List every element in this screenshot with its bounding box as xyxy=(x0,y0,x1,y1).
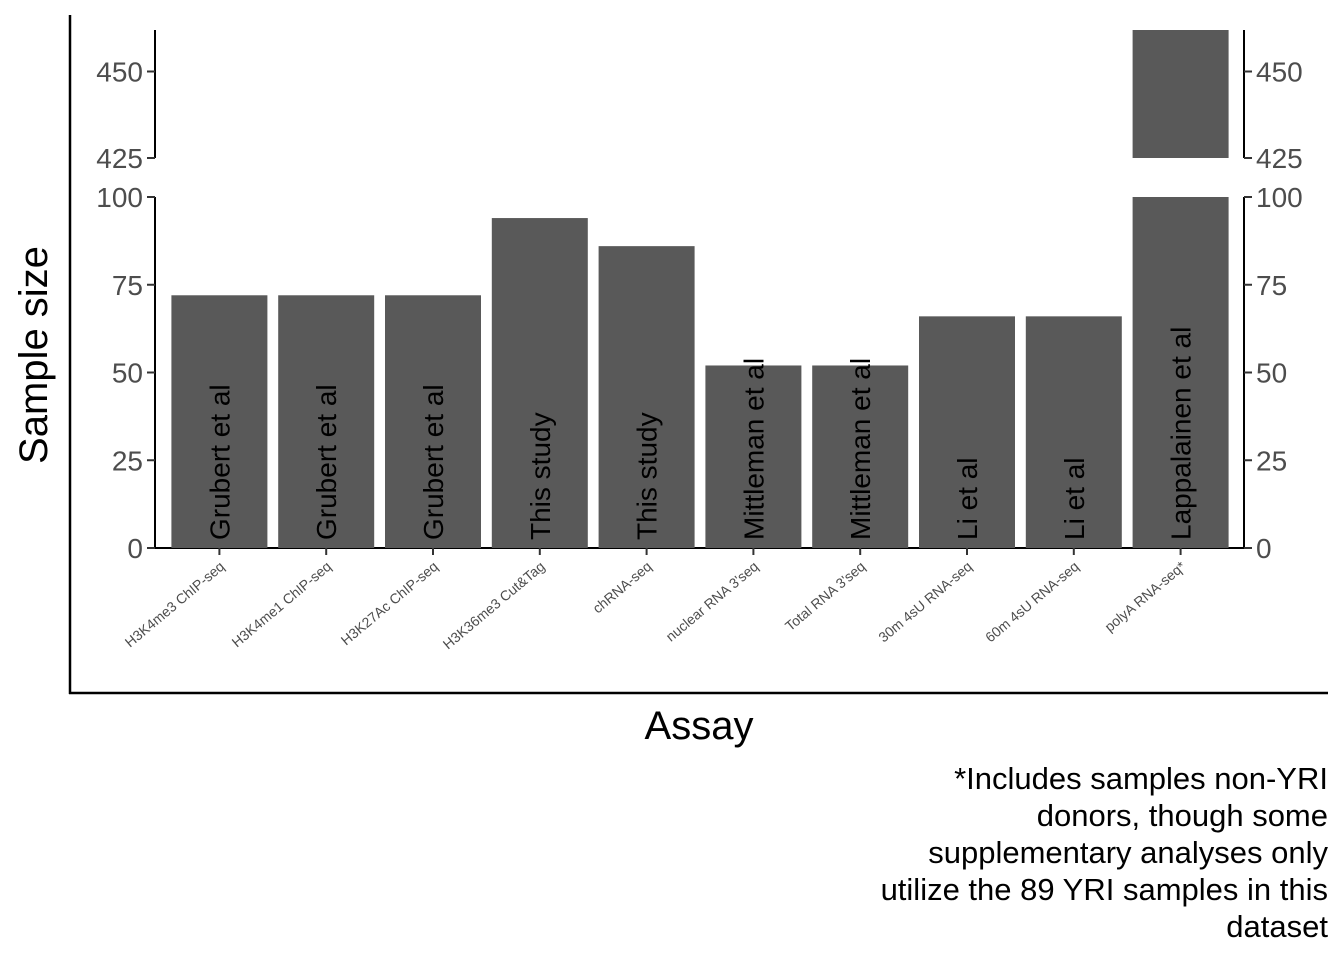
x-tick-label: 30m 4sU RNA-seq xyxy=(875,558,975,645)
bar xyxy=(1025,316,1122,548)
y-tick-label-upper: 450 xyxy=(96,57,143,88)
x-axis-title: Assay xyxy=(645,704,754,748)
y-tick-label-lower: 75 xyxy=(112,270,143,301)
y-tick-label-upper: 425 xyxy=(96,143,143,174)
y-tick-label-lower: 50 xyxy=(112,358,143,389)
bar xyxy=(1132,197,1229,548)
x-tick-label: polyA RNA-seq* xyxy=(1101,558,1189,635)
x-tick-label: Total RNA 3'seq xyxy=(782,558,868,634)
bar-label: Grubert et al xyxy=(204,384,235,540)
bar-label: Grubert et al xyxy=(311,384,342,540)
bars xyxy=(171,30,1229,548)
y-tick-label-lower: 25 xyxy=(112,445,143,476)
y-tick-label-right-lower: 25 xyxy=(1256,445,1287,476)
bar-label: Mittleman et al xyxy=(738,358,769,540)
y-tick-label-right-lower: 0 xyxy=(1256,533,1272,564)
bar-label: Lappalainen et al xyxy=(1166,327,1197,540)
bar xyxy=(919,316,1015,548)
y-tick-label-right-lower: 50 xyxy=(1256,358,1287,389)
bar-labels: Grubert et al Grubert et al Grubert et al T… xyxy=(204,327,1196,540)
y-tick-label-right-upper: 450 xyxy=(1256,57,1303,88)
bar-chart: 0 25 50 75 100 425 450 0 25 50 75 100 425 450 Gruber… xyxy=(12,15,1328,748)
bar xyxy=(705,365,802,548)
x-tick-label: H3K4me3 ChIP-seq xyxy=(122,558,228,650)
bar-label: Li et al xyxy=(1059,458,1090,541)
y-tick-label-right-lower: 100 xyxy=(1256,182,1303,213)
bar xyxy=(171,295,268,548)
x-tick-label: nuclear RNA 3'seq xyxy=(663,558,762,645)
x-tick-label: H3K27Ac ChIP-seq xyxy=(338,558,441,648)
x-tick-label: 60m 4sU RNA-seq xyxy=(982,558,1082,645)
bar-label: Mittleman et al xyxy=(845,358,876,540)
bar-label: This study xyxy=(525,412,556,540)
y-tick-label-right-upper: 425 xyxy=(1256,143,1303,174)
bar-upper-segment xyxy=(1132,30,1229,158)
bar xyxy=(385,295,481,548)
footnote: *Includes samples non-YRI donors, though… xyxy=(880,761,1328,944)
x-tick-label: H3K36me3 Cut&Tag xyxy=(440,558,548,652)
bar-label: Grubert et al xyxy=(418,384,449,540)
bar-label: Li et al xyxy=(952,458,983,541)
y-tick-label-lower: 100 xyxy=(96,182,143,213)
bar xyxy=(278,295,375,548)
category-labels: H3K4me3 ChIP-seq H3K4me1 ChIP-seq H3K27Ac … xyxy=(122,548,1189,652)
y-tick-label-lower: 0 xyxy=(127,533,143,564)
bar xyxy=(812,365,909,548)
x-tick-label: H3K4me1 ChIP-seq xyxy=(228,558,334,650)
left-y-axis: 0 25 50 75 100 425 450 xyxy=(96,30,156,564)
bar-label: This study xyxy=(632,412,663,540)
x-tick-label: chRNA-seq xyxy=(589,558,654,616)
y-axis-title: Sample size xyxy=(12,246,56,464)
bar xyxy=(491,218,588,548)
y-tick-label-right-lower: 75 xyxy=(1256,270,1287,301)
bar xyxy=(598,246,695,548)
right-y-axis: 0 25 50 75 100 425 450 xyxy=(1243,30,1303,564)
